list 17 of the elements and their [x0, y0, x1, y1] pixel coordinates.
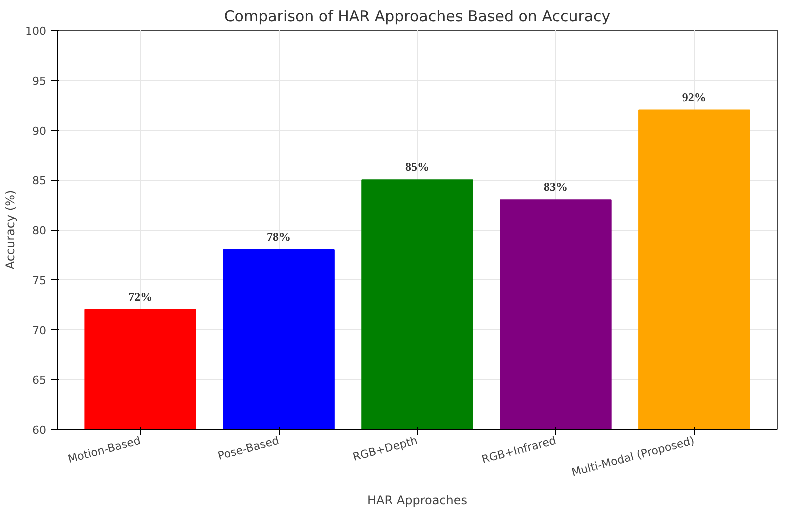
data-label: 92%: [682, 90, 706, 104]
data-label: 85%: [406, 160, 430, 174]
chart-title: Comparison of HAR Approaches Based on Accuracy: [224, 8, 611, 26]
y-tick-label: 60: [32, 424, 47, 437]
x-axis-title: HAR Approaches: [367, 494, 468, 508]
y-tick-label: 80: [32, 224, 47, 238]
y-tick-label: 95: [32, 74, 47, 88]
data-label: 83%: [544, 180, 568, 194]
y-tick-label: 85: [32, 174, 47, 188]
y-tick-label: 75: [32, 274, 47, 288]
y-axis-title: Accuracy (%): [4, 190, 18, 270]
y-tick-label: 70: [32, 324, 47, 338]
y-tick-label: 100: [26, 25, 47, 38]
y-tick-label: 90: [32, 124, 47, 138]
y-tick-label: 65: [32, 374, 47, 388]
data-label: 78%: [267, 230, 292, 244]
data-label: 72%: [128, 290, 153, 304]
